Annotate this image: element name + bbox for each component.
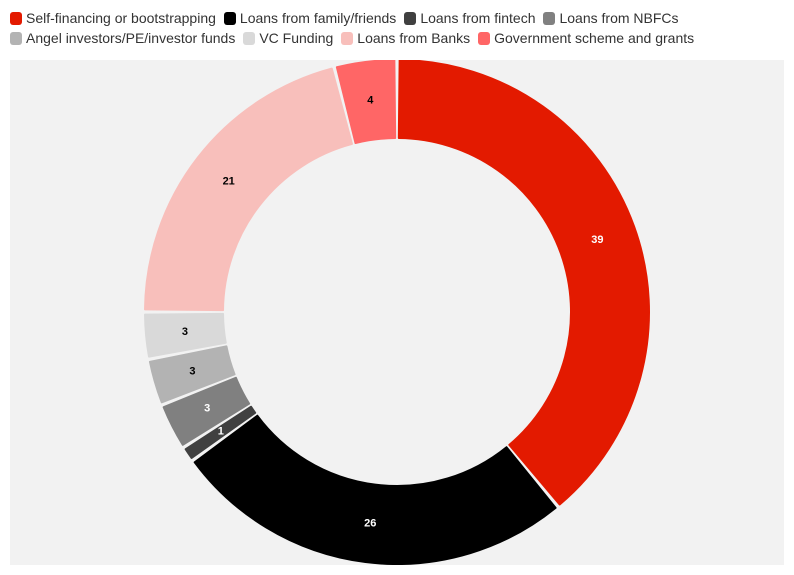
- slice-value-label: 26: [364, 517, 376, 529]
- legend-swatch: [10, 12, 22, 25]
- legend-swatch: [223, 12, 236, 25]
- slice-value-label: 1: [218, 426, 224, 438]
- legend-swatch: [243, 32, 256, 45]
- legend-item[interactable]: Loans from NBFCs: [543, 10, 679, 27]
- donut-slice[interactable]: [162, 376, 251, 446]
- legend-swatch: [543, 12, 556, 25]
- slice-value-label: 21: [223, 175, 235, 187]
- legend-label: Loans from fintech: [420, 10, 536, 26]
- donut-slice[interactable]: [144, 312, 227, 358]
- slice-value-label: 3: [182, 326, 188, 338]
- legend-label: VC Funding: [259, 30, 334, 46]
- legend-label: Loans from family/friends: [239, 10, 397, 26]
- donut-slice[interactable]: [397, 60, 650, 506]
- donut-slice[interactable]: [184, 405, 257, 459]
- legend-item[interactable]: Loans from fintech: [404, 10, 535, 27]
- slice-value-label: 4: [367, 95, 374, 107]
- legend-item[interactable]: Loans from family/friends: [223, 10, 397, 27]
- legend-swatch: [478, 32, 491, 45]
- legend-label: Self-financing or bootstrapping: [26, 10, 216, 26]
- donut-slice[interactable]: [193, 414, 557, 565]
- legend-item[interactable]: Self-financing or bootstrapping: [10, 10, 216, 27]
- legend-item[interactable]: Government scheme and grants: [478, 30, 694, 47]
- legend-item[interactable]: VC Funding: [243, 30, 333, 47]
- legend-item[interactable]: Loans from Banks: [341, 30, 470, 47]
- donut-slice[interactable]: [144, 67, 353, 312]
- legend-swatch: [10, 32, 22, 45]
- legend-label: Loans from Banks: [357, 30, 471, 46]
- legend-item[interactable]: Angel investors/PE/investor funds: [10, 30, 235, 47]
- chart-legend: Self-financing or bootstrapping Loans fro…: [10, 10, 770, 47]
- donut-slice[interactable]: [335, 60, 397, 145]
- legend-label: Loans from NBFCs: [559, 10, 679, 26]
- slice-value-label: 3: [189, 365, 195, 377]
- slice-value-label: 39: [591, 234, 603, 246]
- legend-label: Angel investors/PE/investor funds: [26, 30, 236, 46]
- slice-value-label: 3: [204, 403, 210, 415]
- plot-area: 39 26 1 3 3 3 21 4: [10, 60, 784, 565]
- donut-slice[interactable]: [148, 345, 236, 404]
- legend-label: Government scheme and grants: [494, 30, 695, 46]
- legend-swatch: [341, 32, 354, 45]
- legend-swatch: [404, 12, 417, 25]
